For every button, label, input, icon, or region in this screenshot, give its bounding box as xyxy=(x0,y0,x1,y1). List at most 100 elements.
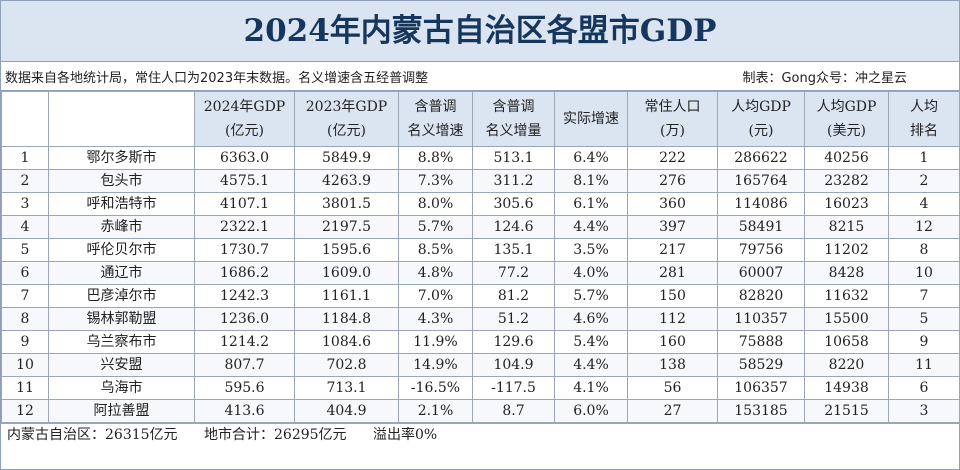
table-row: 12 阿拉善盟 413.6 404.9 2.1% 8.7 6.0% 27 153185 21515… xyxy=(1,399,960,423)
table-cell: 11 xyxy=(888,353,960,377)
table-cell: 14.9% xyxy=(398,353,473,377)
table-cell: 4 xyxy=(1,215,49,239)
table-cell: 6363.0 xyxy=(194,146,295,170)
table-cell: 112 xyxy=(627,307,718,331)
table-cell: 217 xyxy=(627,238,718,262)
table-cell: 595.6 xyxy=(194,376,295,400)
table-cell: 8.7 xyxy=(472,399,555,423)
table-cell: 153185 xyxy=(717,399,805,423)
table-cell: 6.1% xyxy=(554,192,628,216)
table-cell: 4.8% xyxy=(398,261,473,285)
column-header-line: 实际增速 xyxy=(563,111,619,127)
table-row: 3 呼和浩特市 4107.1 3801.5 8.0% 305.6 6.1% 360 114086… xyxy=(1,192,960,216)
table-cell: 58529 xyxy=(717,353,805,377)
table-cell: 4.3% xyxy=(398,307,473,331)
column-header-line: (亿元) xyxy=(225,123,264,139)
table-cell: 60007 xyxy=(717,261,805,285)
table-cell: 包头市 xyxy=(48,169,195,193)
table-cell: 165764 xyxy=(717,169,805,193)
table-cell: 8.1% xyxy=(554,169,628,193)
table-cell: 311.2 xyxy=(472,169,555,193)
column-header xyxy=(1,91,49,147)
table-cell: 8 xyxy=(1,307,49,331)
table-cell: 129.6 xyxy=(472,330,555,354)
column-header-line: 名义增速 xyxy=(407,123,464,139)
table-cell: 4263.9 xyxy=(294,169,399,193)
table-cell: 27 xyxy=(627,399,718,423)
table-cell: 81.2 xyxy=(472,284,555,308)
table-cell: 807.7 xyxy=(194,353,295,377)
table-cell: 乌海市 xyxy=(48,376,195,400)
table-cell: 404.9 xyxy=(294,399,399,423)
table-cell: 9 xyxy=(888,330,960,354)
table-cell: 1184.8 xyxy=(294,307,399,331)
table-row: 6 通辽市 1686.2 1609.0 4.8% 77.2 4.0% 281 60007 8428… xyxy=(1,261,960,285)
table-cell: 7.3% xyxy=(398,169,473,193)
table-cell: 1 xyxy=(1,146,49,170)
table-cell: 11.9% xyxy=(398,330,473,354)
table-cell: 79756 xyxy=(717,238,805,262)
table-cell: 23282 xyxy=(804,169,889,193)
table-row: 8 锡林郭勒盟 1236.0 1184.8 4.3% 51.2 4.6% 112 110357 1… xyxy=(1,307,960,331)
table-cell: 11202 xyxy=(804,238,889,262)
table-cell: 8215 xyxy=(804,215,889,239)
column-header-line: 人均GDP xyxy=(731,99,791,115)
table-cell: 4 xyxy=(888,192,960,216)
table-cell: 乌兰察布市 xyxy=(48,330,195,354)
table-cell: 150 xyxy=(627,284,718,308)
table-cell: 4.4% xyxy=(554,353,628,377)
table-cell: 276 xyxy=(627,169,718,193)
table-cell: 8.5% xyxy=(398,238,473,262)
table-cell: 281 xyxy=(627,261,718,285)
table-row: 11 乌海市 595.6 713.1 -16.5% -117.5 4.1% 56 106357 1… xyxy=(1,376,960,400)
table-cell: 16023 xyxy=(804,192,889,216)
column-header-line: 常住人口 xyxy=(644,99,701,115)
source-note: 数据来自各地统计局，常住人口为2023年末数据。名义增速含五经普调整 xyxy=(5,70,429,86)
table-row: 9 乌兰察布市 1214.2 1084.6 11.9% 129.6 5.4% 160 75888… xyxy=(1,330,960,354)
table-cell: 7 xyxy=(1,284,49,308)
column-header xyxy=(48,91,195,147)
table-cell: 1595.6 xyxy=(294,238,399,262)
table-cell: 160 xyxy=(627,330,718,354)
table-cell: 呼和浩特市 xyxy=(48,192,195,216)
table-cell: 56 xyxy=(627,376,718,400)
table-cell: 1686.2 xyxy=(194,261,295,285)
column-header-line: 人均 xyxy=(910,99,938,115)
table-cell: 124.6 xyxy=(472,215,555,239)
table-cell: 7 xyxy=(888,284,960,308)
table-cell: 138 xyxy=(627,353,718,377)
column-header: 含普调 名义增速 xyxy=(398,91,473,147)
table-cell: 阿拉善盟 xyxy=(48,399,195,423)
table-cell: 1730.7 xyxy=(194,238,295,262)
table-cell: 2197.5 xyxy=(294,215,399,239)
column-header-line: (美元) xyxy=(827,123,866,139)
table-cell: 6.0% xyxy=(554,399,628,423)
table-row: 7 巴彦淖尔市 1242.3 1161.1 7.0% 81.2 5.7% 150 82820 11… xyxy=(1,284,960,308)
table-cell: 11632 xyxy=(804,284,889,308)
column-header: 人均 排名 xyxy=(888,91,960,147)
table-cell: 8 xyxy=(888,238,960,262)
table-cell: 4107.1 xyxy=(194,192,295,216)
column-header: 含普调 名义增量 xyxy=(472,91,555,147)
table-cell: 1084.6 xyxy=(294,330,399,354)
table-cell: 12 xyxy=(1,399,49,423)
table-cell: 6.4% xyxy=(554,146,628,170)
table-cell: 3801.5 xyxy=(294,192,399,216)
table-cell: 2 xyxy=(888,169,960,193)
column-header-line: 含普调 xyxy=(414,99,457,115)
table-cell: 10 xyxy=(1,353,49,377)
table-cell: 10 xyxy=(888,261,960,285)
table-cell: 110357 xyxy=(717,307,805,331)
table-cell: -16.5% xyxy=(398,376,473,400)
table-cell: 6 xyxy=(888,376,960,400)
source-note-bar: 数据来自各地统计局，常住人口为2023年末数据。名义增速含五经普调整 制表：Go… xyxy=(1,62,959,91)
table-cell: 5.4% xyxy=(554,330,628,354)
table-cell: 4575.1 xyxy=(194,169,295,193)
table-cell: 赤峰市 xyxy=(48,215,195,239)
table-cell: 4.1% xyxy=(554,376,628,400)
table-cell: 222 xyxy=(627,146,718,170)
column-header: 常住人口 (万) xyxy=(627,91,718,147)
table-cell: 4.4% xyxy=(554,215,628,239)
column-header-line: 含普调 xyxy=(492,99,535,115)
